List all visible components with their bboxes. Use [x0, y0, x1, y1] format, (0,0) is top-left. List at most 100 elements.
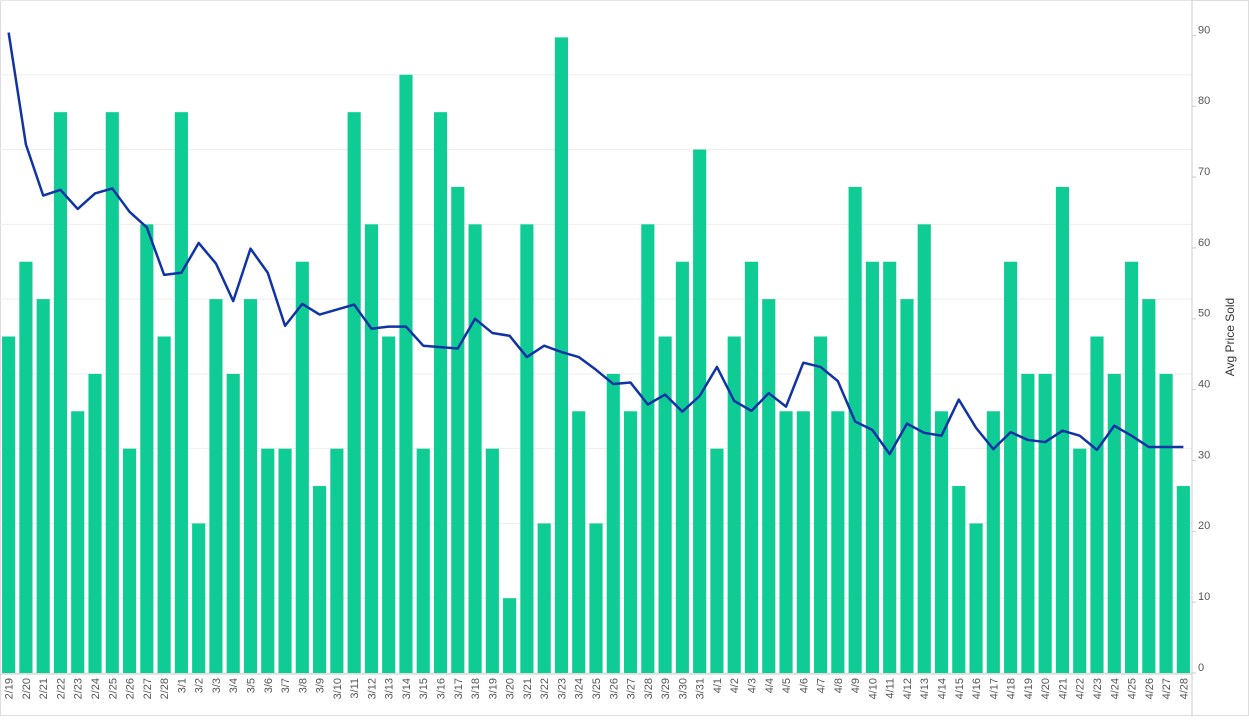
x-tick-label: 2/25 — [107, 678, 119, 699]
bar — [934, 411, 949, 673]
x-tick-label: 3/5 — [245, 678, 257, 693]
x-tick-label: 3/27 — [626, 678, 638, 699]
bar — [831, 411, 845, 673]
x-tick-label: 4/18 — [1006, 678, 1018, 699]
bar — [744, 261, 759, 673]
bar — [123, 448, 137, 673]
bar — [883, 261, 897, 673]
bar — [71, 411, 85, 673]
bar — [451, 186, 465, 673]
x-tick-label: 4/13 — [919, 678, 931, 699]
bar — [295, 261, 309, 673]
x-tick-label: 4/5 — [781, 678, 793, 693]
x-tick-label: 3/18 — [470, 678, 482, 699]
x-tick-label: 4/22 — [1075, 678, 1087, 699]
x-tick-label: 3/31 — [695, 678, 707, 699]
bar — [675, 261, 689, 673]
y2-tick-label: 70 — [1198, 166, 1210, 178]
x-tick-label: 4/28 — [1178, 678, 1190, 699]
x-tick-label: 3/16 — [436, 678, 448, 699]
bar — [192, 523, 206, 673]
bar — [243, 299, 258, 673]
x-tick-label: 3/21 — [522, 678, 534, 699]
bar — [710, 448, 724, 673]
bar — [433, 112, 448, 673]
bar — [814, 336, 828, 673]
x-tick-label: 3/9 — [315, 678, 327, 693]
bar — [278, 448, 292, 673]
x-tick-label: 2/28 — [159, 678, 171, 699]
x-tick-label: 3/19 — [487, 678, 499, 699]
bar — [485, 448, 499, 673]
x-tick-label: 4/25 — [1127, 678, 1139, 699]
x-tick-label: 4/16 — [971, 678, 983, 699]
x-tick-label: 3/30 — [677, 678, 689, 699]
x-tick-label: 2/27 — [142, 678, 154, 699]
x-tick-label: 4/26 — [1144, 678, 1156, 699]
bar — [1176, 486, 1190, 673]
x-tick-label: 3/1 — [176, 678, 188, 693]
y2-tick-label: 40 — [1198, 379, 1210, 391]
x-tick-label: 3/26 — [608, 678, 620, 699]
bar — [1090, 336, 1104, 673]
bar — [468, 224, 482, 674]
x-tick-label: 3/7 — [280, 678, 292, 693]
line — [7, 32, 1184, 456]
x-tick-label: 3/15 — [418, 678, 430, 699]
x-tick-label: 4/11 — [885, 678, 897, 699]
bar — [1073, 448, 1087, 673]
bar — [623, 411, 638, 673]
x-tick-label: 4/17 — [988, 678, 1000, 699]
bar — [572, 411, 586, 673]
bar — [727, 336, 741, 673]
x-tick-label: 3/28 — [643, 678, 655, 699]
bar — [1124, 261, 1139, 673]
x-tick-label: 2/26 — [125, 678, 137, 699]
x-tick-label: 4/6 — [798, 678, 810, 693]
x-tick-label: 4/4 — [764, 678, 776, 693]
x-tick-label: 4/14 — [937, 678, 949, 699]
bar — [105, 112, 119, 673]
bar — [917, 224, 931, 674]
x-tick-label: 4/27 — [1161, 678, 1173, 699]
bar — [209, 299, 223, 673]
bar — [693, 149, 707, 674]
bar — [174, 112, 188, 673]
bar — [88, 373, 102, 673]
x-tick-label: 2/24 — [90, 678, 102, 699]
bar — [313, 486, 327, 673]
x-tick-label: 3/23 — [556, 678, 568, 699]
bar — [226, 373, 240, 673]
x-tick-label: 4/2 — [729, 678, 741, 693]
x-tick-label: 3/14 — [401, 678, 413, 699]
bar — [865, 261, 879, 673]
x-tick-label: 3/22 — [539, 678, 551, 699]
bar — [900, 299, 914, 673]
x-tick-label: 4/21 — [1057, 678, 1069, 699]
y2-tick-label: 20 — [1198, 520, 1210, 532]
x-tick-label: 4/1 — [712, 678, 724, 693]
x-tick-label: 3/24 — [574, 678, 586, 699]
x-tick-label: 3/11 — [349, 678, 361, 699]
bar — [658, 336, 672, 673]
bar — [606, 373, 620, 673]
x-tick-label: 4/23 — [1092, 678, 1104, 699]
x-tick-label: 2/21 — [38, 678, 50, 699]
x-tick-label: 3/2 — [194, 678, 206, 693]
bar — [796, 411, 810, 673]
bar — [589, 523, 603, 673]
y2-tick-label: 50 — [1198, 308, 1210, 320]
x-tick-label: 3/12 — [366, 678, 378, 699]
x-tick-label: 3/6 — [263, 678, 275, 693]
bar — [261, 448, 275, 673]
x-tick-label: 3/29 — [660, 678, 672, 699]
y2-axis-title: Avg Price Sold — [1223, 298, 1237, 377]
bar — [1021, 373, 1035, 673]
x-tick-label: 4/15 — [954, 678, 966, 699]
x-tick-label: 2/23 — [73, 678, 85, 699]
bar — [848, 186, 862, 673]
bar — [762, 299, 776, 673]
bar — [157, 336, 171, 673]
x-tick-label: 4/10 — [867, 678, 879, 699]
